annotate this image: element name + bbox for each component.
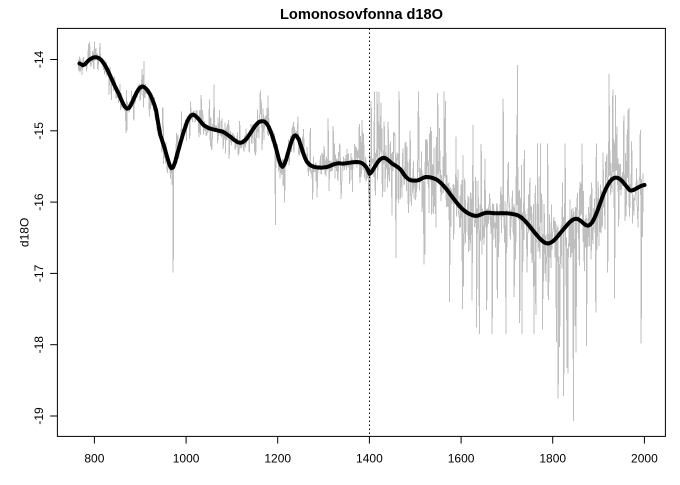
- svg-text:1400: 1400: [356, 452, 383, 466]
- svg-text:800: 800: [84, 452, 104, 466]
- svg-text:1800: 1800: [539, 452, 566, 466]
- svg-text:-14: -14: [32, 51, 46, 69]
- svg-text:1000: 1000: [173, 452, 200, 466]
- svg-text:-17: -17: [32, 264, 46, 282]
- svg-text:-19: -19: [32, 407, 46, 425]
- svg-text:-16: -16: [32, 193, 46, 211]
- svg-text:d18O: d18O: [17, 218, 31, 247]
- svg-text:-15: -15: [32, 122, 46, 140]
- svg-text:1600: 1600: [448, 452, 475, 466]
- svg-text:Lomonosovfonna d18O: Lomonosovfonna d18O: [280, 7, 443, 23]
- svg-text:2000: 2000: [631, 452, 658, 466]
- svg-text:1200: 1200: [264, 452, 291, 466]
- svg-text:-18: -18: [32, 336, 46, 354]
